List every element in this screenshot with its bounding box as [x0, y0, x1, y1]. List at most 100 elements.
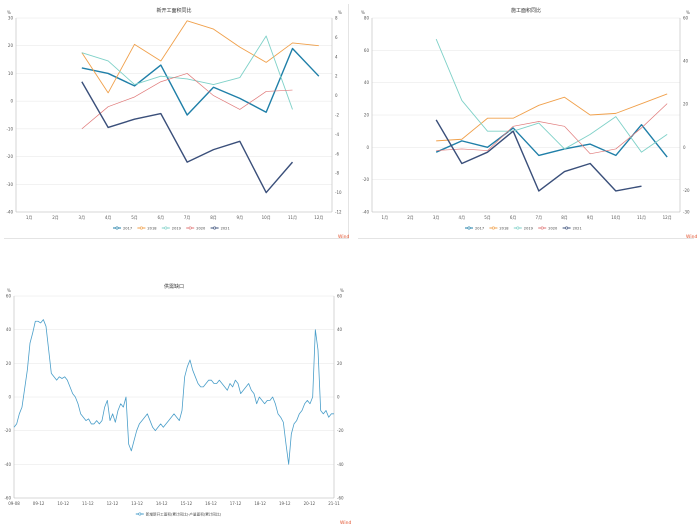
y-tick-right: 40: [683, 59, 689, 64]
x-tick-label: 1月: [26, 215, 33, 220]
y-tick-left: 0: [366, 145, 369, 150]
series-line-2020: [436, 103, 668, 155]
series-line-2019: [81, 35, 293, 110]
x-tick-label: 19-12: [279, 501, 291, 506]
y-tick-left: 40: [6, 327, 12, 332]
y-tick-right: -4: [335, 132, 339, 137]
y-unit-left: %: [361, 10, 365, 15]
series-line: [13, 319, 334, 465]
y-tick-right: 8: [335, 16, 338, 21]
y-tick-left: -40: [6, 210, 13, 215]
x-tick-label: 14-12: [156, 501, 168, 506]
y-tick-right: -12: [335, 210, 342, 215]
y-tick-right: 4: [335, 54, 338, 59]
y-tick-right: 20: [337, 361, 343, 366]
legend-label: 2019: [524, 226, 534, 230]
y-tick-right: -6: [335, 151, 339, 156]
y-tick-left: 60: [364, 48, 370, 53]
legend-label: 2020: [548, 226, 558, 230]
y-tick-left: 40: [364, 80, 370, 85]
x-tick-label: 12月: [663, 215, 672, 220]
source-label: Wind: [686, 234, 697, 240]
chart-title: 施工面积同比: [511, 7, 541, 14]
legend-label: 2018: [147, 226, 157, 230]
y-unit-left: %: [7, 10, 11, 15]
y-unit-left: %: [7, 288, 11, 293]
x-tick-label: 12-12: [107, 501, 119, 506]
y-tick-right: -20: [337, 428, 344, 433]
legend-label: 2020: [196, 226, 206, 230]
legend-marker: [164, 226, 168, 230]
y-tick-right: 0: [337, 395, 340, 400]
y-tick-left: 10: [8, 71, 14, 76]
chart-panel-supply-demand-gap: 供需缺口%% 60 40 20 0 -20 -40 -60 60 40 20 0 -20 -40 -60 09…: [4, 280, 351, 526]
x-tick-label: 11月: [288, 215, 297, 220]
y-tick-left: 0: [8, 395, 11, 400]
x-tick-label: 13-12: [131, 501, 143, 506]
x-tick-label: 2月: [52, 215, 59, 220]
legend-marker: [213, 226, 217, 230]
series-line-2020: [81, 73, 293, 130]
chart-panel-construction: 施工面积同比%% 80 60 40 20 0 -20 -40 60 40 20 0 -20 -30 1月 2月…: [358, 4, 697, 240]
y-tick-left: 0: [10, 99, 13, 104]
legend-label: 2018: [499, 226, 509, 230]
y-tick-left: 30: [8, 16, 14, 21]
x-tick-label: 11月: [637, 215, 646, 220]
x-tick-label: 16-12: [205, 501, 217, 506]
legend-marker: [565, 226, 569, 230]
x-tick-label: 7月: [184, 215, 191, 220]
source-label: Wind: [340, 520, 351, 526]
x-tick-label: 2月: [407, 215, 414, 220]
x-tick-label: 8月: [561, 215, 568, 220]
x-tick-label: 20-12: [304, 501, 316, 506]
series-line-2018: [81, 20, 319, 94]
x-tick-label: 1月: [382, 215, 389, 220]
y-tick-left: -20: [4, 428, 11, 433]
x-tick-label: 5月: [131, 215, 138, 220]
x-tick-label: 3月: [79, 215, 86, 220]
chart-title: 供需缺口: [164, 283, 184, 290]
chart-svg-new-construction: 新开工面积同比% %3020100-10-20-30-4086420-2-4-6-…: [6, 7, 349, 240]
y-tick-left: 80: [364, 16, 370, 21]
y-tick-left: -30: [6, 182, 13, 187]
y-tick-left: 60: [6, 294, 12, 299]
legend-label: 2019: [172, 226, 182, 230]
series-line-2021: [435, 119, 642, 192]
legend-marker: [138, 512, 142, 516]
y-tick-left: -60: [4, 496, 11, 501]
legend-label: 2017: [475, 226, 484, 230]
y-tick-left: -40: [4, 462, 11, 467]
legend-marker: [516, 226, 520, 230]
x-tick-label: 10月: [611, 215, 620, 220]
y-tick-right: 20: [683, 102, 689, 107]
x-tick-label: 12月: [314, 215, 323, 220]
series-line-2017: [81, 47, 320, 116]
source-label: Wind: [338, 234, 349, 240]
legend-marker: [540, 226, 544, 230]
y-tick-left: -10: [6, 126, 13, 131]
series-line-2017: [435, 124, 668, 158]
chart-svg-supply-demand-gap: 供需缺口% %6040200-20-40-606040200-20-40-6009…: [4, 283, 351, 526]
x-tick-label: 10月: [262, 215, 271, 220]
x-tick-label: 3月: [433, 215, 440, 220]
x-tick-label: 9月: [237, 215, 244, 220]
series-line-2018: [436, 93, 668, 142]
x-tick-label: 4月: [459, 215, 466, 220]
legend-marker: [467, 226, 471, 230]
x-tick-label: 9月: [587, 215, 594, 220]
legend-marker: [491, 226, 495, 230]
x-tick-label: 17-12: [230, 501, 242, 506]
x-tick-label: 6月: [158, 215, 165, 220]
y-tick-right: -10: [335, 190, 342, 195]
y-tick-right: 2: [335, 74, 338, 79]
chart-title: 新开工面积同比: [156, 7, 191, 14]
chart-panel-new-construction: 新开工面积同比%% 30 20 10 0 -10 -20 -30 -40 8 6 4 2 0 -2 -4 -6-…: [4, 4, 349, 240]
x-tick-label: 21-11: [328, 501, 340, 506]
series-line-2019: [435, 38, 668, 153]
x-tick-label: 09-08: [8, 501, 20, 506]
y-tick-right: 6: [335, 35, 338, 40]
x-tick-label: 09-12: [33, 501, 45, 506]
y-tick-right: -40: [337, 462, 344, 467]
y-tick-right: 40: [337, 327, 343, 332]
y-tick-left: -20: [6, 154, 13, 159]
